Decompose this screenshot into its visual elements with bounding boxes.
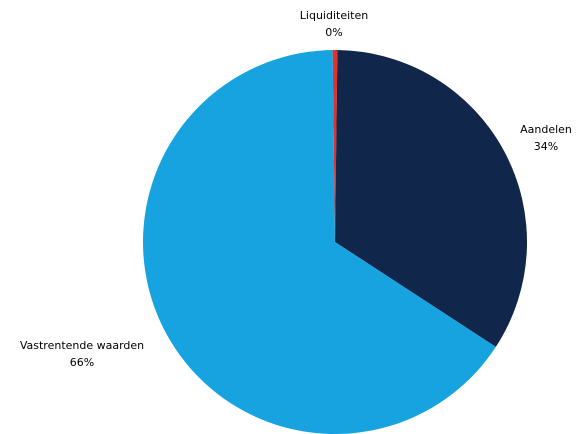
pie-slice-aandelen [335, 50, 527, 347]
slice-percent-liquiditeiten: 0% [325, 26, 342, 39]
slice-label-liquiditeiten: Liquiditeiten [300, 9, 368, 22]
pie-slices [143, 49, 527, 434]
slice-label-aandelen: Aandelen [520, 123, 572, 136]
slice-percent-aandelen: 34% [534, 140, 558, 153]
pie-slice-vastrentende-waarden [143, 50, 496, 434]
slice-percent-vastrentende-waarden: 66% [70, 356, 94, 369]
pie-slice-liquiditeiten [332, 49, 338, 242]
pie-labels: Liquiditeiten 0% Aandelen 34% Vastrenten… [20, 9, 572, 369]
slice-label-vastrentende-waarden: Vastrentende waarden [20, 339, 144, 352]
